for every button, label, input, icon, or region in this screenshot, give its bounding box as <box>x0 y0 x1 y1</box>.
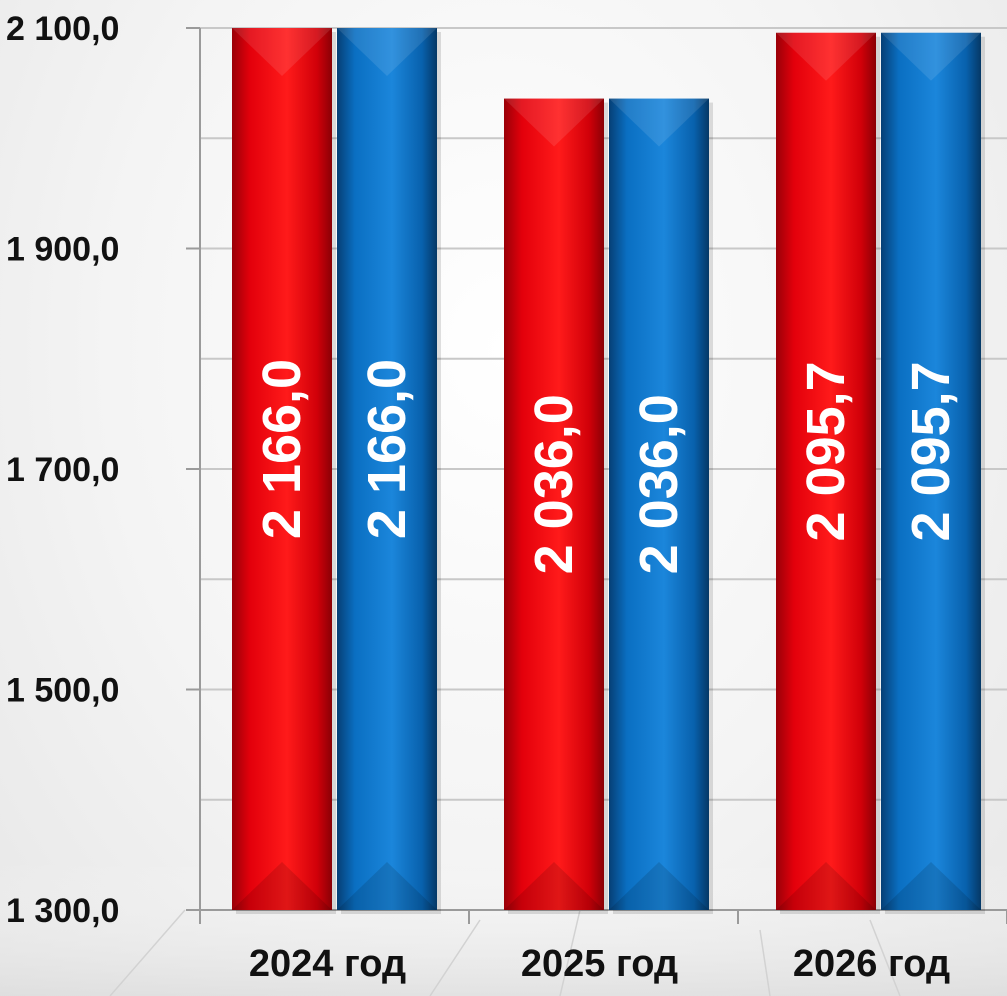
data-labels: 2 166,0 2 166,0 2 036,0 2 036,0 2 095,7 2 095… <box>252 359 961 574</box>
bar-value-label: 2 095,7 <box>796 361 856 541</box>
bar <box>881 32 985 915</box>
bar <box>232 28 336 914</box>
bar <box>504 98 608 914</box>
bar <box>609 98 713 914</box>
y-tick-label: 1 900,0 <box>6 231 119 269</box>
bar-value-label: 2 166,0 <box>357 359 417 539</box>
y-tick-label: 1 700,0 <box>6 451 119 489</box>
x-category-label: 2025 год <box>521 943 678 985</box>
bar-value-label: 2 036,0 <box>629 394 689 574</box>
bar <box>337 28 441 914</box>
bar-value-label: 2 166,0 <box>252 359 312 539</box>
floor-line <box>429 919 481 996</box>
floor-line <box>109 909 186 996</box>
floor-line <box>559 909 581 996</box>
y-tick-label: 1 500,0 <box>6 672 119 710</box>
bar <box>776 32 880 915</box>
x-category-label: 2026 год <box>793 943 950 985</box>
bar-value-label: 2 036,0 <box>524 394 584 574</box>
floor-line <box>759 929 771 996</box>
x-axis-ticks: 2024 год 2025 год 2026 год <box>249 943 950 985</box>
bars <box>232 28 985 915</box>
bar-value-label: 2 095,7 <box>901 361 961 541</box>
floor-line <box>869 919 901 996</box>
x-category-label: 2024 год <box>249 943 406 985</box>
y-tick-label: 1 300,0 <box>6 892 119 930</box>
y-axis-ticks: 1 300,0 1 500,0 1 700,0 1 900,0 2 100,0 <box>6 10 119 930</box>
y-tick-label: 2 100,0 <box>6 10 119 48</box>
